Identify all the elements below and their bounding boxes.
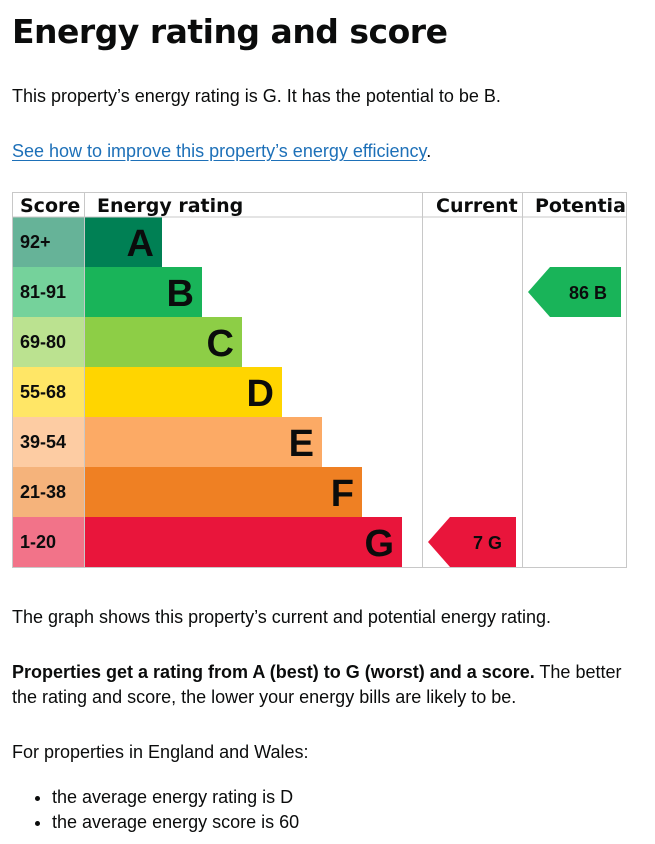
rating-letter-g: G [364, 523, 394, 565]
rating-bar-d [84, 367, 282, 417]
rating-letter-b: B [167, 273, 194, 315]
rating-letter-d: D [247, 373, 274, 415]
score-cell-d [12, 367, 84, 417]
rating-bar-a [84, 217, 162, 267]
energy-rating-svg: Score Energy rating Current Potential 92+ A 81… [12, 192, 627, 568]
energy-rating-chart: Score Energy rating Current Potential 92+ A 81… [12, 192, 627, 568]
improve-efficiency-link[interactable]: See how to improve this property’s energ… [12, 141, 427, 161]
score-label-d: 55-68 [20, 382, 66, 402]
score-label-b: 81-91 [20, 282, 66, 302]
list-item-average-rating: the average energy rating is D [52, 785, 299, 810]
list-item-average-score: the average energy score is 60 [52, 810, 299, 835]
header-score: Score [20, 195, 80, 217]
score-label-e: 39-54 [20, 432, 66, 452]
header-potential: Potential [535, 195, 627, 217]
score-cell-a [12, 217, 84, 267]
current-rating-arrow [428, 517, 516, 567]
rating-bar-c [84, 317, 242, 367]
score-label-a: 92+ [20, 232, 51, 252]
england-wales-text: For properties in England and Wales: [12, 742, 309, 762]
rating-explanation: Properties get a rating from A (best) to… [12, 660, 642, 710]
score-label-c: 69-80 [20, 332, 66, 352]
score-label-g: 1-20 [20, 532, 56, 552]
intro-text: This property’s energy rating is G. It h… [12, 86, 501, 106]
score-label-f: 21-38 [20, 482, 66, 502]
header-current: Current [436, 195, 518, 217]
rating-explanation-bold: Properties get a rating from A (best) to… [12, 662, 535, 682]
rating-bar-e [84, 417, 322, 467]
rating-bar-f [84, 467, 362, 517]
page-title: Energy rating and score [12, 12, 448, 51]
potential-rating-label: 86 B [569, 283, 607, 303]
link-suffix: . [426, 141, 432, 161]
chart-border [12, 192, 627, 568]
rating-letter-a: A [127, 223, 154, 265]
potential-rating-arrow [528, 267, 621, 317]
score-cell-c [12, 317, 84, 367]
rating-letter-e: E [289, 423, 314, 465]
score-cell-g [12, 517, 84, 567]
rating-letter-f: F [331, 473, 354, 515]
rating-bar-b [84, 267, 202, 317]
graph-description: The graph shows this property’s current … [12, 607, 551, 627]
current-rating-label: 7 G [473, 533, 502, 553]
average-stats-list: the average energy rating is D the avera… [12, 785, 299, 835]
score-cell-b [12, 267, 84, 317]
rating-explanation-rest: The better the rating and score, the low… [12, 662, 622, 707]
improve-paragraph: See how to improve this property’s energ… [12, 139, 642, 164]
score-cell-f [12, 467, 84, 517]
rating-bar-g [84, 517, 402, 567]
header-energy-rating: Energy rating [97, 195, 243, 217]
score-cell-e [12, 417, 84, 467]
rating-letter-c: C [207, 323, 234, 365]
